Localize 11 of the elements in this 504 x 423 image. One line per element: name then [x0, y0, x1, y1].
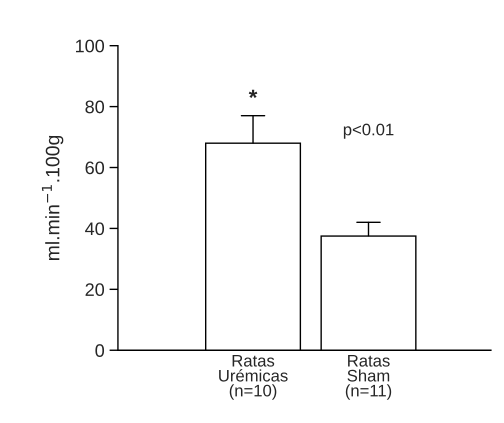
y-tick-label: 100 — [76, 40, 104, 52]
y-tick-label: 40 — [85, 222, 104, 236]
y-tick-label: 80 — [85, 100, 104, 114]
annotation: p<0.01 — [344, 124, 394, 139]
y-axis-title: ml.min$^{−1}$.100g — [42, 136, 64, 260]
y-tick-label: 60 — [86, 161, 104, 174]
x-tick-label: Ratas Urémicas (n=10) — [219, 355, 288, 400]
y-tick-label: 0 — [95, 344, 104, 357]
y-tick-label: 20 — [86, 283, 104, 296]
x-tick-label: Ratas Sham (n=11) — [346, 355, 392, 400]
annotation: * — [248, 90, 258, 98]
